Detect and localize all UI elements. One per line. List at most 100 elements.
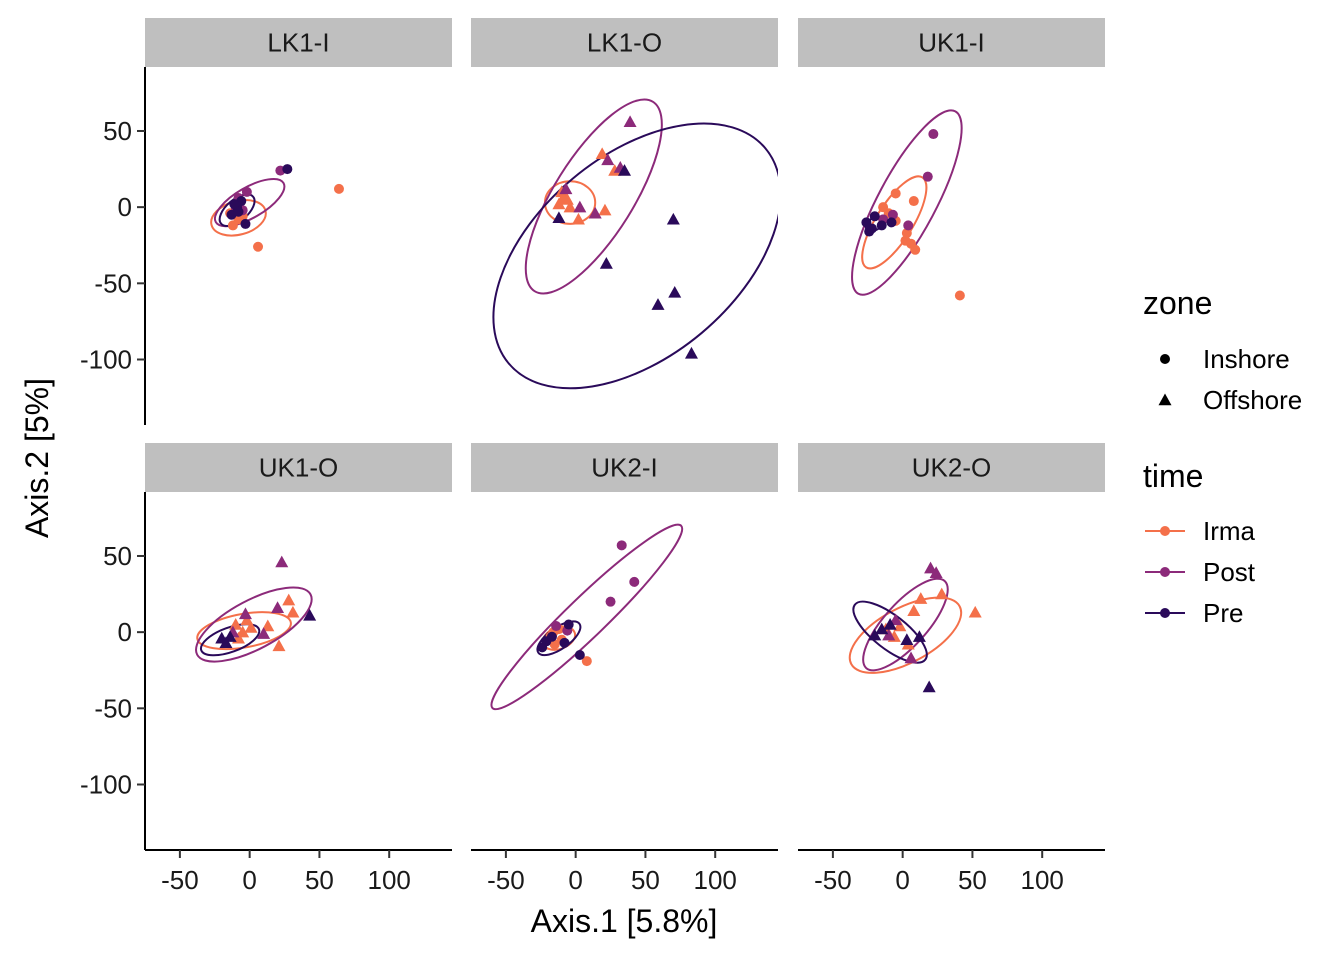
x-tick-label: 100 <box>1021 865 1064 895</box>
y-tick-label: -50 <box>94 693 132 723</box>
point-irma-offshore <box>907 604 921 617</box>
y-tick-label: -100 <box>80 769 132 799</box>
legend-time-title: time <box>1143 458 1203 494</box>
point-irma-offshore <box>261 619 275 632</box>
point-post-inshore <box>551 621 562 632</box>
point-pre-inshore <box>574 650 585 661</box>
facet-panel-lk1-i: LK1-I 50 0 -50 -100 <box>80 18 452 425</box>
point-irma-offshore <box>563 200 577 213</box>
point-irma-offshore <box>968 605 982 618</box>
legend-label-pre: Pre <box>1203 598 1243 628</box>
x-tick-label: -50 <box>814 865 852 895</box>
point-pre-offshore <box>303 608 317 621</box>
ellipse-post <box>195 586 313 663</box>
x-tick-label: -50 <box>161 865 199 895</box>
legend-dot-pre <box>1160 608 1170 618</box>
legend-label-offshore: Offshore <box>1203 385 1302 415</box>
ellipse-post <box>524 98 663 295</box>
point-irma-offshore <box>286 605 300 618</box>
ellipse-pre <box>199 623 261 657</box>
ellipse-post <box>851 109 963 296</box>
facet-strip <box>145 443 452 492</box>
point-irma-inshore <box>878 202 889 213</box>
y-axis-title: Axis.2 [5%] <box>19 378 55 538</box>
panel-plot-area <box>210 164 344 252</box>
y-tick-label: 0 <box>118 617 132 647</box>
point-irma-offshore <box>595 147 609 160</box>
point-irma-inshore <box>901 228 912 239</box>
x-tick-label: 100 <box>694 865 737 895</box>
legend-dot-post <box>1160 567 1170 577</box>
point-post-inshore <box>605 596 616 607</box>
y-tick-label: -100 <box>80 344 132 374</box>
point-pre-offshore <box>883 618 897 630</box>
point-post-inshore <box>922 171 933 182</box>
facet-strip-label: UK1-I <box>918 28 984 58</box>
point-post-offshore <box>573 200 587 213</box>
point-post-offshore <box>904 651 918 664</box>
point-irma-inshore <box>890 188 901 199</box>
point-irma-offshore <box>893 619 907 632</box>
point-pre-offshore <box>666 212 680 225</box>
point-pre-inshore <box>229 199 240 210</box>
legend: zone time Inshore Offshore Irma Post Pre <box>1143 285 1302 628</box>
point-pre-inshore <box>563 619 574 630</box>
x-tick-label: 100 <box>368 865 411 895</box>
facet-strip-label: UK2-O <box>912 453 991 483</box>
y-tick-label: 0 <box>118 192 132 222</box>
x-tick-label: 50 <box>305 865 334 895</box>
point-pre-inshore <box>282 164 293 175</box>
legend-label-irma: Irma <box>1203 516 1256 546</box>
point-pre-inshore <box>861 217 872 228</box>
point-pre-offshore <box>900 633 914 645</box>
point-irma-offshore <box>935 587 949 600</box>
ellipse-irma <box>848 596 963 674</box>
point-post-offshore <box>623 115 637 128</box>
facet-panel-uk1-i: UK1-I <box>798 18 1105 301</box>
x-tick-label: 50 <box>958 865 987 895</box>
y-tick-label: 50 <box>103 116 132 146</box>
point-pre-inshore <box>233 206 244 217</box>
point-post-offshore <box>559 182 573 195</box>
x-tick-label: -50 <box>487 865 525 895</box>
point-pre-inshore <box>240 218 251 229</box>
point-post-offshore <box>257 627 271 639</box>
point-post-offshore <box>275 555 289 568</box>
panel-plot-area <box>492 98 778 390</box>
point-post-offshore <box>588 206 602 219</box>
facet-strip-label: UK1-O <box>259 453 338 483</box>
point-irma-offshore <box>244 621 258 633</box>
point-post-inshore <box>903 220 914 231</box>
panel-plot-area <box>195 555 317 663</box>
point-irma-inshore <box>910 244 921 255</box>
point-irma-inshore <box>954 290 965 301</box>
facet-strip-label: LK1-I <box>267 28 329 58</box>
facet-strip <box>471 18 778 67</box>
x-tick-label: 0 <box>242 865 256 895</box>
point-post-inshore <box>629 576 640 587</box>
ellipse-irma <box>196 611 292 651</box>
panel-plot-area <box>851 109 965 301</box>
point-pre-inshore <box>886 217 897 228</box>
point-irma-inshore <box>581 656 592 667</box>
y-tick-label: -50 <box>94 268 132 298</box>
point-post-inshore <box>616 540 627 551</box>
facet-panel-uk1-o: UK1-O 50 0 -50 -100 -50 0 50 100 <box>80 443 452 895</box>
ellipse-pre <box>492 122 778 390</box>
point-pre-offshore <box>618 164 631 176</box>
point-pre-inshore <box>869 211 880 222</box>
point-post-inshore <box>887 209 898 220</box>
facet-strip <box>798 443 1105 492</box>
point-pre-inshore <box>537 642 548 653</box>
point-irma-offshore <box>608 164 622 176</box>
point-pre-offshore <box>651 298 665 310</box>
point-irma-offshore <box>240 613 254 626</box>
legend-key-inshore <box>1160 354 1170 364</box>
legend-key-offshore <box>1158 393 1172 406</box>
point-post-offshore <box>238 607 252 620</box>
panels: LK1-I 50 0 -50 -100 LK1-O UK1-I UK1-O 50 0 -50 -100… <box>80 18 1105 895</box>
point-pre-offshore <box>912 630 926 642</box>
point-post-offshore <box>929 566 943 578</box>
